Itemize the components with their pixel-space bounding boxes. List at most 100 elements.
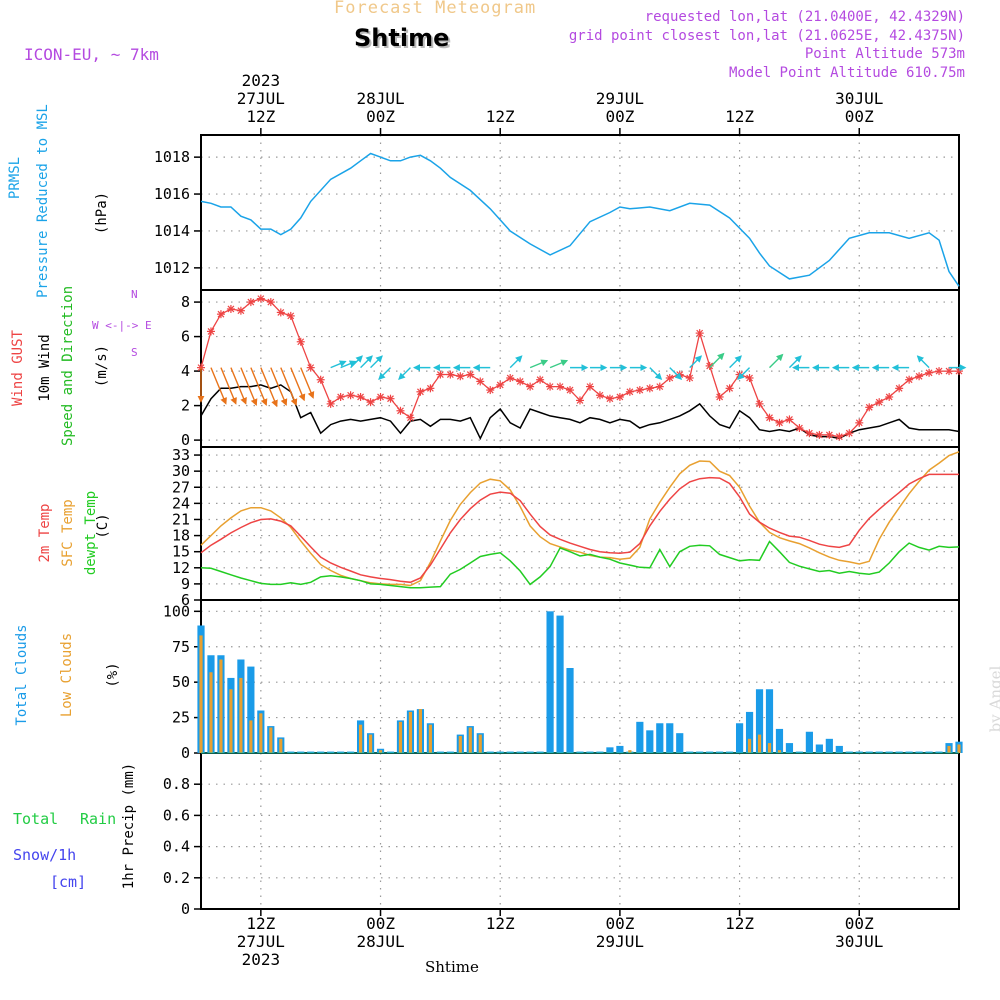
y-tick-label: 15	[172, 543, 190, 561]
wind-direction-arrow	[220, 367, 237, 405]
total-cloud-bar	[716, 751, 724, 753]
total-cloud-bar	[436, 751, 444, 753]
total-cloud-bar	[696, 751, 704, 753]
wind-gust-marker	[895, 384, 904, 393]
total-cloud-bar	[885, 751, 893, 753]
panel-frame-c	[200, 599, 960, 754]
total-cloud-bar	[486, 751, 494, 753]
wind-gust-marker	[296, 337, 305, 346]
low-cloud-bar	[269, 727, 273, 753]
low-cloud-bar	[368, 734, 373, 753]
wind-gust-marker	[815, 430, 824, 439]
point-altitude: Point Altitude 573m	[804, 46, 965, 62]
total-cloud-bar	[566, 668, 574, 753]
total-cloud-bar	[676, 733, 684, 753]
model-label: ICON-EU, ~ 7km	[24, 45, 159, 64]
wind-direction-arrow	[769, 353, 784, 369]
total-cloud-bar	[636, 721, 644, 753]
low-cloud-bar	[468, 727, 472, 753]
pressure-label: Pressure Reduced to MSL	[35, 104, 51, 298]
wind-gust-marker	[546, 382, 555, 391]
wind-direction-arrow	[290, 367, 306, 402]
y-tick-label: 21	[172, 510, 190, 528]
total-cloud-bar	[446, 751, 454, 753]
low-cloud-bar	[957, 744, 961, 753]
total-cloud-bar	[586, 751, 594, 753]
snow-unit: [cm]	[50, 873, 87, 891]
panel-frame-r	[200, 752, 960, 910]
wind-gust-marker	[915, 372, 924, 381]
total-cloud-bar	[706, 751, 714, 753]
total-cloud-bar	[596, 751, 604, 753]
total-cloud-bar	[805, 731, 813, 753]
wind-gust-marker	[286, 311, 295, 320]
x-tick-label-top: 00Z	[605, 107, 634, 126]
rain-label: Rain	[80, 810, 117, 828]
total-cloud-bar	[536, 751, 544, 753]
wind-direction-arrow	[270, 367, 288, 407]
total-cloud-bar	[576, 751, 584, 753]
wind-gust-marker	[645, 384, 654, 393]
compass-line: W <-|-> E	[92, 319, 152, 332]
sfc-temp-line	[200, 451, 960, 587]
t2m-line	[200, 473, 959, 584]
x-tick-label-top: 12Z	[246, 107, 275, 126]
x-tick-label-bottom: 00Z	[845, 914, 874, 933]
wind-direction-arrow	[529, 359, 549, 369]
x-tick-label-top: 27JUL	[237, 89, 285, 108]
wind-dir-label: Speed and Direction	[60, 285, 76, 446]
total-cloud-bar	[666, 723, 674, 753]
wind-gust-marker	[925, 368, 934, 377]
wind-direction-arrow	[370, 355, 383, 369]
wind-direction-arrow	[737, 367, 751, 380]
x-tick-label-bottom: 00Z	[605, 914, 634, 933]
model-altitude: Model Point Altitude 610.75m	[728, 65, 965, 81]
total-cloud-bar	[496, 751, 504, 753]
y-tick-label: 30	[172, 462, 190, 480]
y-tick-label: 0.6	[163, 806, 190, 824]
wind-gust-marker	[595, 391, 604, 400]
wind-gust-marker	[885, 392, 894, 401]
wind-gust-marker	[496, 380, 505, 389]
y-tick-label: 100	[163, 602, 190, 620]
low-cloud-bar	[249, 720, 253, 753]
place-name: Shtime	[354, 24, 450, 52]
wind-gust-marker	[685, 373, 694, 382]
gust-label: Wind GUST	[10, 330, 26, 406]
wind-gust-marker	[905, 375, 914, 384]
wind-gust-marker	[476, 377, 485, 386]
wind-direction-arrow	[509, 355, 523, 369]
total-cloud-bar	[516, 751, 524, 753]
wind-gust-marker	[805, 429, 814, 438]
total-cloud-bar	[795, 751, 804, 753]
wind-direction-arrow	[669, 367, 683, 380]
y-tick-label: 0.2	[163, 869, 190, 887]
total-cloud-bar	[506, 751, 514, 753]
precip-axis-label: 1hr Precip (mm)	[121, 762, 137, 890]
x-tick-label-bottom: 2023	[242, 950, 281, 969]
total-cloud-bar	[347, 751, 355, 753]
total-cloud-bar	[556, 615, 564, 753]
y-tick-label: 0.8	[163, 775, 190, 793]
wind-gust-marker	[206, 327, 215, 336]
wind-direction-arrow	[260, 367, 278, 408]
wind-gust-marker	[635, 386, 644, 395]
wind-direction-arrow	[340, 360, 357, 369]
low-cloud-bar	[239, 677, 243, 753]
total-cloud-bar	[855, 751, 863, 753]
y-tick-label: 1012	[154, 259, 190, 277]
x-tick-label-bottom: 00Z	[366, 914, 395, 933]
wind-gust-marker	[306, 363, 315, 372]
wind-direction-arrow	[709, 352, 725, 369]
panel-frame-p	[200, 134, 960, 291]
wind-gust-marker	[486, 386, 495, 395]
low-cloud-bar	[458, 736, 462, 753]
low-cloud-bar	[358, 724, 363, 753]
total-cloud-bar	[735, 723, 744, 753]
total-cloud-bar	[337, 751, 345, 753]
wind-direction-arrow	[330, 360, 347, 369]
wind-gust-marker	[715, 392, 724, 401]
wind-gust-marker	[945, 367, 954, 376]
total-cloud-bar	[775, 728, 784, 753]
y-tick-label: 24	[172, 494, 190, 512]
